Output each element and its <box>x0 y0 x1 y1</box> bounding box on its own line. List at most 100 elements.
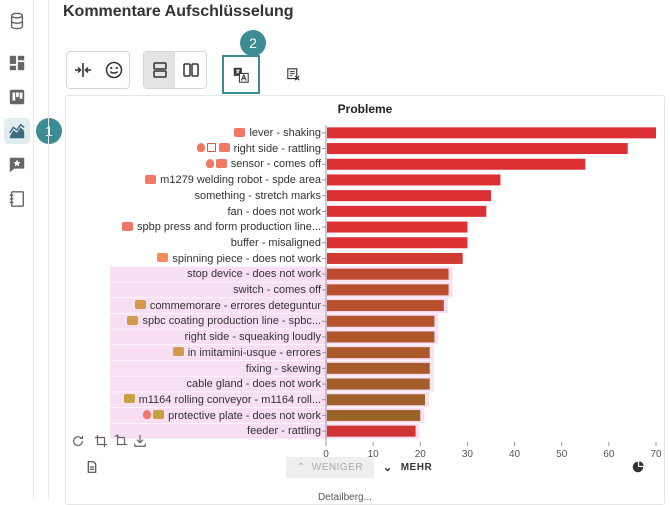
toolbar-group-layout <box>143 51 207 89</box>
notebook-icon <box>9 191 25 207</box>
category-text: fan - does not work <box>227 205 321 218</box>
category-text: m1279 welding robot - spde area <box>160 174 321 187</box>
category-text: spbc coating production line - spbc... <box>142 315 321 328</box>
bulb-icon <box>143 410 152 420</box>
page-title: Kommentare Aufschlüsselung <box>63 3 294 20</box>
category-text: spinning piece - does not work <box>172 252 321 265</box>
step-badge-1: 1 <box>36 118 62 144</box>
stacked-layout-button[interactable] <box>144 52 175 88</box>
category-text: right side - squeaking loudly <box>184 331 321 344</box>
tag-icon <box>215 158 227 168</box>
category-text: commemorare - errores deteguntur <box>149 299 321 312</box>
download-button[interactable] <box>133 434 147 453</box>
columns-layout-button[interactable] <box>175 52 206 88</box>
toolbar-group-view <box>66 51 130 89</box>
category-label[interactable]: sensor - comes off <box>205 157 321 171</box>
category-label[interactable]: protective plate - does not work <box>143 409 321 423</box>
sidebar-item-database[interactable] <box>4 8 30 34</box>
chart-area-icon <box>9 123 25 139</box>
chart-title: Probleme <box>337 102 393 116</box>
category-label[interactable]: commemorare - errores deteguntur <box>134 299 321 313</box>
reset-button[interactable] <box>71 434 85 453</box>
more-button[interactable]: ⌄ MEHR <box>383 457 432 478</box>
category-label[interactable]: switch - comes off <box>233 283 321 297</box>
category-label[interactable]: buffer - misaligned <box>231 236 321 250</box>
category-label[interactable]: stop device - does not work <box>187 267 321 281</box>
tag-icon <box>157 253 169 263</box>
translate-button[interactable] <box>222 55 260 94</box>
category-label[interactable]: spbc coating production line - spbc... <box>127 314 321 328</box>
step-badge-2: 2 <box>240 30 266 56</box>
chevron-up-icon: ⌃ <box>296 462 306 473</box>
category-text: switch - comes off <box>233 284 321 296</box>
category-text: lever - shaking <box>249 127 321 139</box>
bulb-icon <box>205 158 214 168</box>
crop-reset-button[interactable] <box>114 434 128 453</box>
category-label[interactable]: cable gland - does not work <box>186 377 321 391</box>
clear-list-button[interactable] <box>287 68 300 86</box>
pie-view-button[interactable] <box>632 460 644 478</box>
category-text: fixing - skewing <box>245 362 321 375</box>
category-label[interactable]: fan - does not work <box>227 205 321 219</box>
category-text: buffer - misaligned <box>230 236 321 249</box>
category-text: stop device - does not work <box>187 268 321 281</box>
sidebar-item-dashboard[interactable] <box>4 50 30 76</box>
crop-icon <box>94 434 108 448</box>
chevron-down-icon: ⌄ <box>383 462 393 474</box>
stacked-rows-icon <box>152 62 167 78</box>
calendar-icon <box>206 143 216 153</box>
tag-icon <box>172 347 184 357</box>
less-label: WENIGER <box>311 462 364 473</box>
category-label[interactable]: in imitamini-usque - errores <box>172 346 321 360</box>
smiley-icon <box>105 61 122 79</box>
category-label[interactable]: feeder - rattling <box>247 424 321 438</box>
more-label: MEHR <box>400 462 433 473</box>
tag-icon <box>123 394 135 404</box>
category-label[interactable]: m1279 welding robot - spde area <box>145 173 321 187</box>
sidebar-item-feedback[interactable] <box>4 152 30 178</box>
sentiment-button[interactable] <box>98 52 129 88</box>
category-label[interactable]: something - stretch marks <box>194 189 321 203</box>
bulb-icon <box>196 143 205 153</box>
dashboard-icon <box>9 55 25 71</box>
feedback-icon <box>9 157 25 173</box>
category-text: in imitamini-usque - errores <box>187 346 321 359</box>
tag-icon <box>218 143 230 153</box>
split-button[interactable] <box>67 52 98 88</box>
category-label[interactable]: right side - rattling <box>196 142 321 156</box>
download-icon <box>134 434 146 447</box>
category-label[interactable]: spbp press and form production line... <box>121 220 321 234</box>
category-text: feeder - rattling <box>247 425 321 438</box>
file-icon <box>87 461 97 473</box>
less-button[interactable]: ⌃ WENIGER <box>286 457 374 478</box>
category-text: cable gland - does not work <box>186 378 321 391</box>
category-label[interactable]: fixing - skewing <box>246 362 321 376</box>
sidebar <box>0 0 34 499</box>
category-label[interactable]: spinning piece - does not work <box>157 252 321 266</box>
sidebar-item-board[interactable] <box>4 84 30 110</box>
list-x-icon <box>287 68 300 81</box>
refresh-icon <box>73 435 83 447</box>
database-icon <box>10 12 24 30</box>
tag-icon <box>234 127 246 137</box>
translate-icon <box>233 67 249 83</box>
tag-icon <box>127 315 139 325</box>
category-text: right side - rattling <box>233 142 321 155</box>
split-icon <box>74 63 91 77</box>
category-label[interactable]: right side - squeaking loudly <box>185 330 321 344</box>
export-button[interactable] <box>86 460 98 478</box>
footer-text: Detailberg... <box>318 492 372 503</box>
crop-back-icon <box>114 434 128 446</box>
tag-icon <box>121 221 133 231</box>
tag-icon <box>145 174 157 184</box>
sidebar-item-analytics[interactable] <box>4 118 30 144</box>
tag-icon <box>134 300 146 310</box>
board-icon <box>9 89 25 105</box>
category-text: sensor - comes off <box>230 158 321 171</box>
category-label[interactable]: m1164 rolling conveyor - m1164 roll... <box>123 393 321 407</box>
crop-button[interactable] <box>94 434 108 453</box>
sidebar-item-notebook[interactable] <box>4 186 30 212</box>
category-label[interactable]: lever - shaking <box>234 126 321 140</box>
category-text: something - stretch marks <box>194 189 321 202</box>
columns-icon <box>182 63 199 77</box>
